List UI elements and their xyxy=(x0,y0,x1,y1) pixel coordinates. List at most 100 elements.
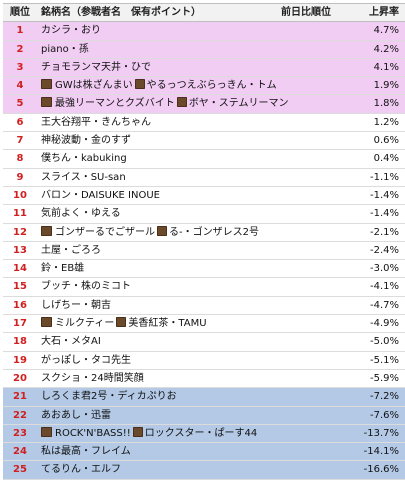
rate-cell: 1.2% xyxy=(341,113,405,133)
rate-cell: -5.9% xyxy=(341,369,405,389)
name-label: 私は最高・フレイム xyxy=(41,446,131,458)
name-label: あおあし・迅雷 xyxy=(41,409,111,421)
name-label: 気前よく・ゆえる xyxy=(41,208,121,220)
name-cell: GWは株ざんまい やるっつえぶらっきん・トム xyxy=(37,76,341,96)
name-label: チョモランマ天井・ひで xyxy=(41,61,151,73)
name-label: 最強リーマンとクズバイト xyxy=(55,98,175,110)
rate-cell: -4.9% xyxy=(341,314,405,334)
rank-cell: 14 xyxy=(3,259,37,279)
rate-cell: -13.7% xyxy=(341,424,405,444)
rate-cell: 4.2% xyxy=(341,40,405,59)
table-row: 7 神秘波動・金のすず 0.6% xyxy=(3,131,405,151)
name-cell: 大石・メタAI xyxy=(37,332,341,352)
name-label: ブッチ・株のミコト xyxy=(41,281,131,293)
name-label: がっぽし・タコ先生 xyxy=(41,354,131,366)
table-row: 19 がっぽし・タコ先生 -5.1% xyxy=(3,351,405,370)
name-label: 大石・メタAI xyxy=(41,336,101,348)
rate-cell: -3.0% xyxy=(341,259,405,279)
rank-cell: 12 xyxy=(3,223,37,242)
name-cell: 最強リーマンとクズバイト ボヤ・ステムリーマン xyxy=(37,94,341,114)
rank-cell: 24 xyxy=(3,442,37,462)
rank-cell: 5 xyxy=(3,94,37,114)
rate-cell: -4.7% xyxy=(341,296,405,316)
stock-icon xyxy=(116,317,127,328)
rate-cell: -4.1% xyxy=(341,277,405,297)
name-cell: ROCK'N'BASS!! ロックスター・ぱーす44 xyxy=(37,424,341,444)
rank-cell: 11 xyxy=(3,204,37,224)
name-cell: しげちー・朝吉 xyxy=(37,296,341,316)
name-label: しろくま君2号・ディカぷりお xyxy=(41,391,177,403)
rate-cell: -1.1% xyxy=(341,168,405,187)
name-label: カシラ・おり xyxy=(41,25,101,37)
rank-cell: 21 xyxy=(3,387,37,407)
rank-cell: 25 xyxy=(3,460,37,480)
table-row: 14 鈴・EB雄 -3.0% xyxy=(3,259,405,279)
rate-cell: 0.4% xyxy=(341,149,405,169)
name-cell: しろくま君2号・ディカぷりお xyxy=(37,387,341,407)
rank-cell: 19 xyxy=(3,351,37,370)
name-cell: 気前よく・ゆえる xyxy=(37,204,341,224)
header-prev-rank: 前日比順位 xyxy=(281,7,331,18)
header-row: 順位 銘柄名（参戦者名 保有ポイント） 前日比順位 上昇率 xyxy=(3,2,405,23)
name-cell: ゴンザーるでごザール る-・ゴンザレス2号 xyxy=(37,223,341,242)
name-label: ゴンザーるでごザール xyxy=(55,226,155,238)
rank-cell: 10 xyxy=(3,186,37,206)
stock-icon xyxy=(157,225,167,236)
name-label: 王大谷翔平・きんちゃん xyxy=(41,116,151,128)
name-cell: スクショ・24時間笑顔 xyxy=(37,369,341,389)
rate-cell: -5.1% xyxy=(341,351,405,370)
header-rank: 順位 xyxy=(3,2,37,23)
rank-cell: 2 xyxy=(3,40,37,59)
table-row: 3 チョモランマ天井・ひで 4.1% xyxy=(3,58,405,78)
name-label: ROCK'N'BASS!! xyxy=(55,427,131,439)
rank-cell: 4 xyxy=(3,76,37,96)
table-row: 11 気前よく・ゆえる -1.4% xyxy=(3,204,405,224)
rate-cell: -7.6% xyxy=(341,406,405,425)
name-cell: カシラ・おり xyxy=(37,21,341,41)
table-row: 24 私は最高・フレイム -14.1% xyxy=(3,442,405,462)
rate-cell: -1.4% xyxy=(341,186,405,206)
table-row: 16 しげちー・朝吉 -4.7% xyxy=(3,296,405,316)
table-row: 12 ゴンザーるでごザール る-・ゴンザレス2号 -2.1% xyxy=(3,223,405,242)
name-cell: 神秘波動・金のすず xyxy=(37,131,341,151)
table-row: 17 ミルクティー 美香紅茶・TAMU -4.9% xyxy=(3,314,405,334)
name-cell: 鈴・EB雄 xyxy=(37,259,341,279)
rate-cell: 4.7% xyxy=(341,21,405,41)
table-row: 22 あおあし・迅雷 -7.6% xyxy=(3,406,405,425)
table-row: 4 GWは株ざんまい やるっつえぶらっきん・トム 1.9% xyxy=(3,76,405,96)
name-cell: 私は最高・フレイム xyxy=(37,442,341,462)
rank-cell: 18 xyxy=(3,332,37,352)
ranking-rows: 1 カシラ・おり 4.7% 2 piano・孫 4.2% 3 チョモランマ天井・ひで 4.1% 4… xyxy=(3,21,405,480)
name-cell: てるりん・エルフ xyxy=(37,460,341,480)
rank-cell: 8 xyxy=(3,149,37,169)
table-row: 10 バロン・DAISUKE INOUE -1.4% xyxy=(3,186,405,206)
table-row: 21 しろくま君2号・ディカぷりお -7.2% xyxy=(3,387,405,407)
table-row: 23 ROCK'N'BASS!! ロックスター・ぱーす44 -13.7% xyxy=(3,424,405,444)
rate-cell: -7.2% xyxy=(341,387,405,407)
name-cell: ブッチ・株のミコト xyxy=(37,277,341,297)
ranking-table: 順位 銘柄名（参戦者名 保有ポイント） 前日比順位 上昇率 1 カシラ・おり 4.7… xyxy=(3,2,405,480)
name-label: バロン・DAISUKE INOUE xyxy=(41,189,160,201)
stock-icon xyxy=(41,426,52,437)
table-row: 5 最強リーマンとクズバイト ボヤ・ステムリーマン 1.8% xyxy=(3,94,405,114)
name-label: 土屋・ごろろ xyxy=(41,244,101,256)
name-label: piano・孫 xyxy=(41,43,89,55)
table-row: 18 大石・メタAI -5.0% xyxy=(3,332,405,352)
rank-cell: 23 xyxy=(3,424,37,444)
stock-icon xyxy=(41,317,52,328)
name-label: 鈴・EB雄 xyxy=(41,263,85,275)
rank-cell: 7 xyxy=(3,131,37,151)
rank-cell: 16 xyxy=(3,296,37,316)
name-cell: がっぽし・タコ先生 xyxy=(37,351,341,370)
name-label: 神秘波動・金のすず xyxy=(41,135,131,147)
stock-icon xyxy=(134,79,145,90)
name-label: しげちー・朝吉 xyxy=(41,299,111,311)
stock-icon xyxy=(41,97,52,108)
header-rate: 上昇率 xyxy=(341,2,405,23)
rank-cell: 3 xyxy=(3,58,37,78)
rate-cell: -5.0% xyxy=(341,332,405,352)
stock-icon xyxy=(176,97,187,108)
rank-cell: 9 xyxy=(3,168,37,187)
name-label-secondary: やるっつえぶらっきん・トム xyxy=(146,80,277,92)
name-cell: チョモランマ天井・ひで xyxy=(37,58,341,78)
